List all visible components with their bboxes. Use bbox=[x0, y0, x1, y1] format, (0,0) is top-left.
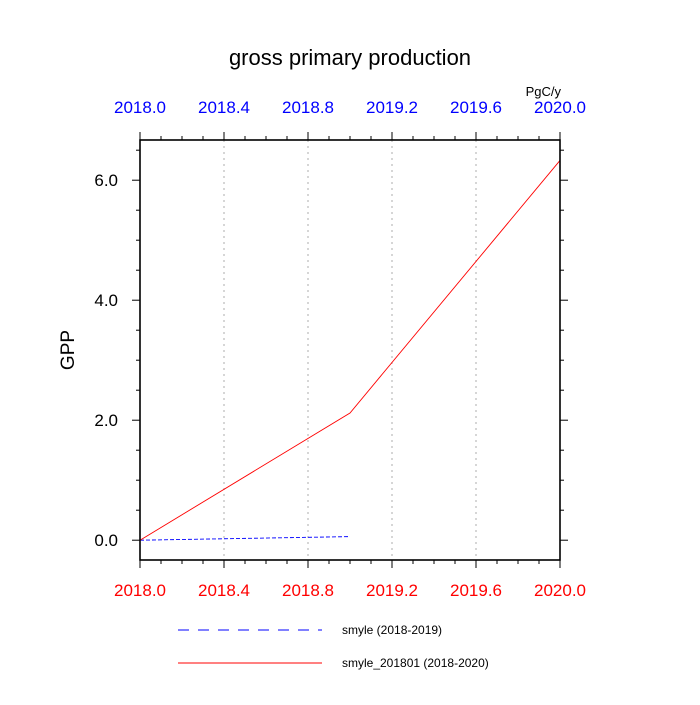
y-tick-label: 0.0 bbox=[94, 531, 118, 550]
series-line-2 bbox=[139, 160, 561, 541]
chart-title: gross primary production bbox=[229, 45, 471, 70]
x-tick-label: 2019.2 bbox=[366, 581, 418, 600]
series-layer bbox=[139, 160, 561, 541]
x-tick-label: 2020.0 bbox=[534, 581, 586, 600]
plot-frame bbox=[139, 139, 561, 561]
series-line-1 bbox=[139, 536, 351, 541]
x-top-tick-label: 2018.8 bbox=[282, 98, 334, 117]
units-label: PgC/y bbox=[526, 84, 562, 99]
x-tick-label: 2018.4 bbox=[198, 581, 250, 600]
legend: smyle (2018-2019) smyle_201801 (2018-2020… bbox=[178, 623, 489, 670]
x-tick-label: 2018.0 bbox=[114, 581, 166, 600]
grid-layer bbox=[223, 140, 477, 560]
legend-label-1: smyle (2018-2019) bbox=[342, 623, 442, 637]
y-tick-label: 2.0 bbox=[94, 411, 118, 430]
y-tick-label: 4.0 bbox=[94, 291, 118, 310]
x-top-tick-label: 2020.0 bbox=[534, 98, 586, 117]
y-axis-label: GPP bbox=[58, 330, 79, 370]
x-tick-label: 2019.6 bbox=[450, 581, 502, 600]
x-top-tick-label: 2018.0 bbox=[114, 98, 166, 117]
legend-label-2: smyle_201801 (2018-2020) bbox=[342, 656, 489, 670]
x-tick-label: 2018.8 bbox=[282, 581, 334, 600]
x-top-tick-label: 2019.2 bbox=[366, 98, 418, 117]
x-top-tick-label: 2019.6 bbox=[450, 98, 502, 117]
x-top-tick-label: 2018.4 bbox=[198, 98, 250, 117]
y-tick-label: 6.0 bbox=[94, 171, 118, 190]
axes-layer: 2018.0 2018.4 2018.8 2019.2 2019.6 2020.0 2018… bbox=[94, 98, 586, 600]
